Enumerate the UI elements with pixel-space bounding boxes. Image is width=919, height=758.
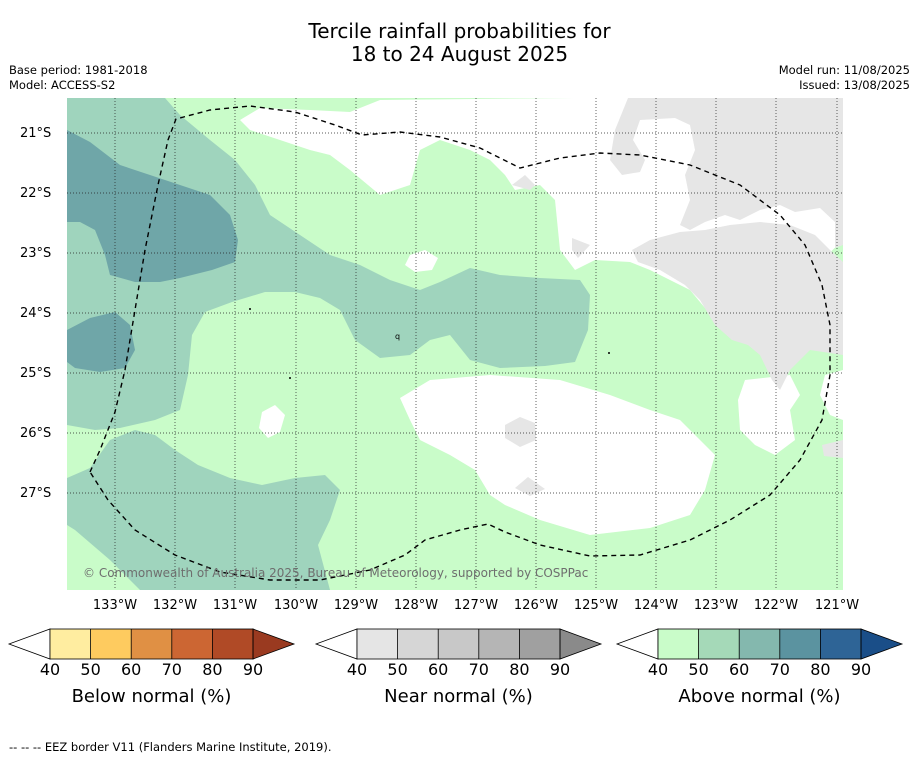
colorbar-below-tick: 40 [39,660,61,679]
island-marker-q: q [395,332,400,341]
colorbar-near-bin-2 [397,629,439,659]
eez-border-footnote: -- -- -- EEZ border V11 (Flanders Marine… [9,740,332,754]
model-run-text: Model run: 11/08/2025 [778,63,910,77]
white-spot-west [259,405,285,438]
island-marker-1 [249,308,251,310]
near-normal-spot-2 [512,175,535,190]
lon-label-132w: 132°W [152,598,198,613]
white-spot-central [405,250,438,272]
colorbar-below-normal [7,628,296,660]
copyright-text: © Commonwealth of Australia 2025, Bureau… [83,566,588,580]
colorbar-above-bin-5 [820,629,861,659]
colorbar-below-bin-1 [50,629,91,659]
colorbar-above-tick: 60 [729,660,750,679]
colorbar-above-tick: 90 [850,660,872,679]
colorbar-near-tick: 60 [428,660,449,679]
lon-label-131w: 131°W [212,598,258,613]
colorbar-below-tick: 80 [202,660,223,679]
colorbar-below-under-triangle [7,628,51,660]
colorbar-above-tick: 40 [647,660,669,679]
colorbar-near-tick: 50 [387,660,408,679]
lat-label-24s: 24°S [20,306,52,321]
island-marker-3 [608,352,610,354]
eez-border-line [89,105,831,581]
lon-label-122w: 122°W [753,598,799,613]
colorbar-below-label: Below normal (%) [71,686,232,707]
colorbar-above-bin-2 [698,629,740,659]
above-70-region-west [67,312,135,372]
near-normal-region-northeast [610,98,843,248]
lat-label-23s: 23°S [20,246,52,261]
lon-label-127w: 127°W [453,598,499,613]
colorbar-near-label: Near normal (%) [384,686,533,707]
colorbar-near-normal [314,628,603,660]
colorbar-below-tick: 50 [80,660,101,679]
colorbar-above-bin-1 [658,629,699,659]
near-normal-region-east [632,222,843,390]
white-region-south [400,375,715,535]
above-60-region-south [67,430,340,590]
map-title-line-1: Tercile rainfall probabilities for [308,19,611,43]
graticule [67,98,843,590]
lon-label-126w: 126°W [513,598,559,613]
lon-label-124w: 124°W [633,598,679,613]
colorbar-below-bin-4 [171,629,213,659]
colorbar-below-tick: 70 [161,660,182,679]
above-60-region-main [67,98,590,430]
colorbar-below-tick: 90 [242,660,264,679]
colorbar-near-bin-5 [519,629,560,659]
colorbar-near-tick: 80 [509,660,530,679]
colorbar-near-over-triangle [559,628,603,660]
colorbar-above-bin-4 [779,629,821,659]
lat-label-21s: 21°S [20,126,52,141]
colorbar-below-bin-5 [212,629,253,659]
lon-label-133w: 133°W [92,598,138,613]
colorbar-above-under-triangle [615,628,659,660]
colorbar-above-label: Above normal (%) [678,686,841,707]
colorbar-above-tick: 70 [769,660,790,679]
colorbar-near-bin-4 [478,629,520,659]
near-normal-spot-1 [572,238,590,258]
colorbar-near-tick: 40 [346,660,368,679]
lon-label-121w: 121°W [814,598,860,613]
lat-label-27s: 27°S [20,486,52,501]
colorbar-above-tick: 80 [810,660,831,679]
rainfall-probability-map: q © Commonwealth of Australia 2025, Bure… [67,98,843,590]
map-title-line-2: 18 to 24 August 2025 [350,42,569,66]
colorbar-below-bin-3 [131,629,172,659]
lat-label-26s: 26°S [20,426,52,441]
lon-label-130w: 130°W [273,598,319,613]
issued-date-text: Issued: 13/08/2025 [799,78,910,92]
lon-label-125w: 125°W [573,598,619,613]
colorbar-below-tick: 60 [121,660,142,679]
near-normal-spot-4 [515,477,545,496]
above-70-region-north [67,130,238,282]
colorbar-above-over-triangle [860,628,904,660]
colorbar-near-bin-3 [438,629,479,659]
colorbar-above-normal [615,628,904,660]
colorbar-near-under-triangle [314,628,358,660]
model-name-text: Model: ACCESS-S2 [9,78,116,92]
colorbar-above-bin-3 [739,629,780,659]
colorbar-below-bin-2 [90,629,132,659]
colorbar-near-tick: 70 [468,660,489,679]
island-marker-2 [289,377,291,379]
white-region-southeast [738,375,800,455]
base-period-text: Base period: 1981-2018 [9,63,148,77]
lat-label-22s: 22°S [20,186,52,201]
colorbar-below-over-triangle [252,628,296,660]
lon-label-129w: 129°W [333,598,379,613]
lat-label-25s: 25°S [20,366,52,381]
colorbar-near-bin-1 [357,629,398,659]
colorbar-near-tick: 90 [549,660,571,679]
colorbar-above-tick: 50 [688,660,709,679]
lon-label-123w: 123°W [693,598,739,613]
near-normal-spot-5 [822,440,843,458]
lon-label-128w: 128°W [393,598,439,613]
near-normal-spot-3 [505,417,536,447]
